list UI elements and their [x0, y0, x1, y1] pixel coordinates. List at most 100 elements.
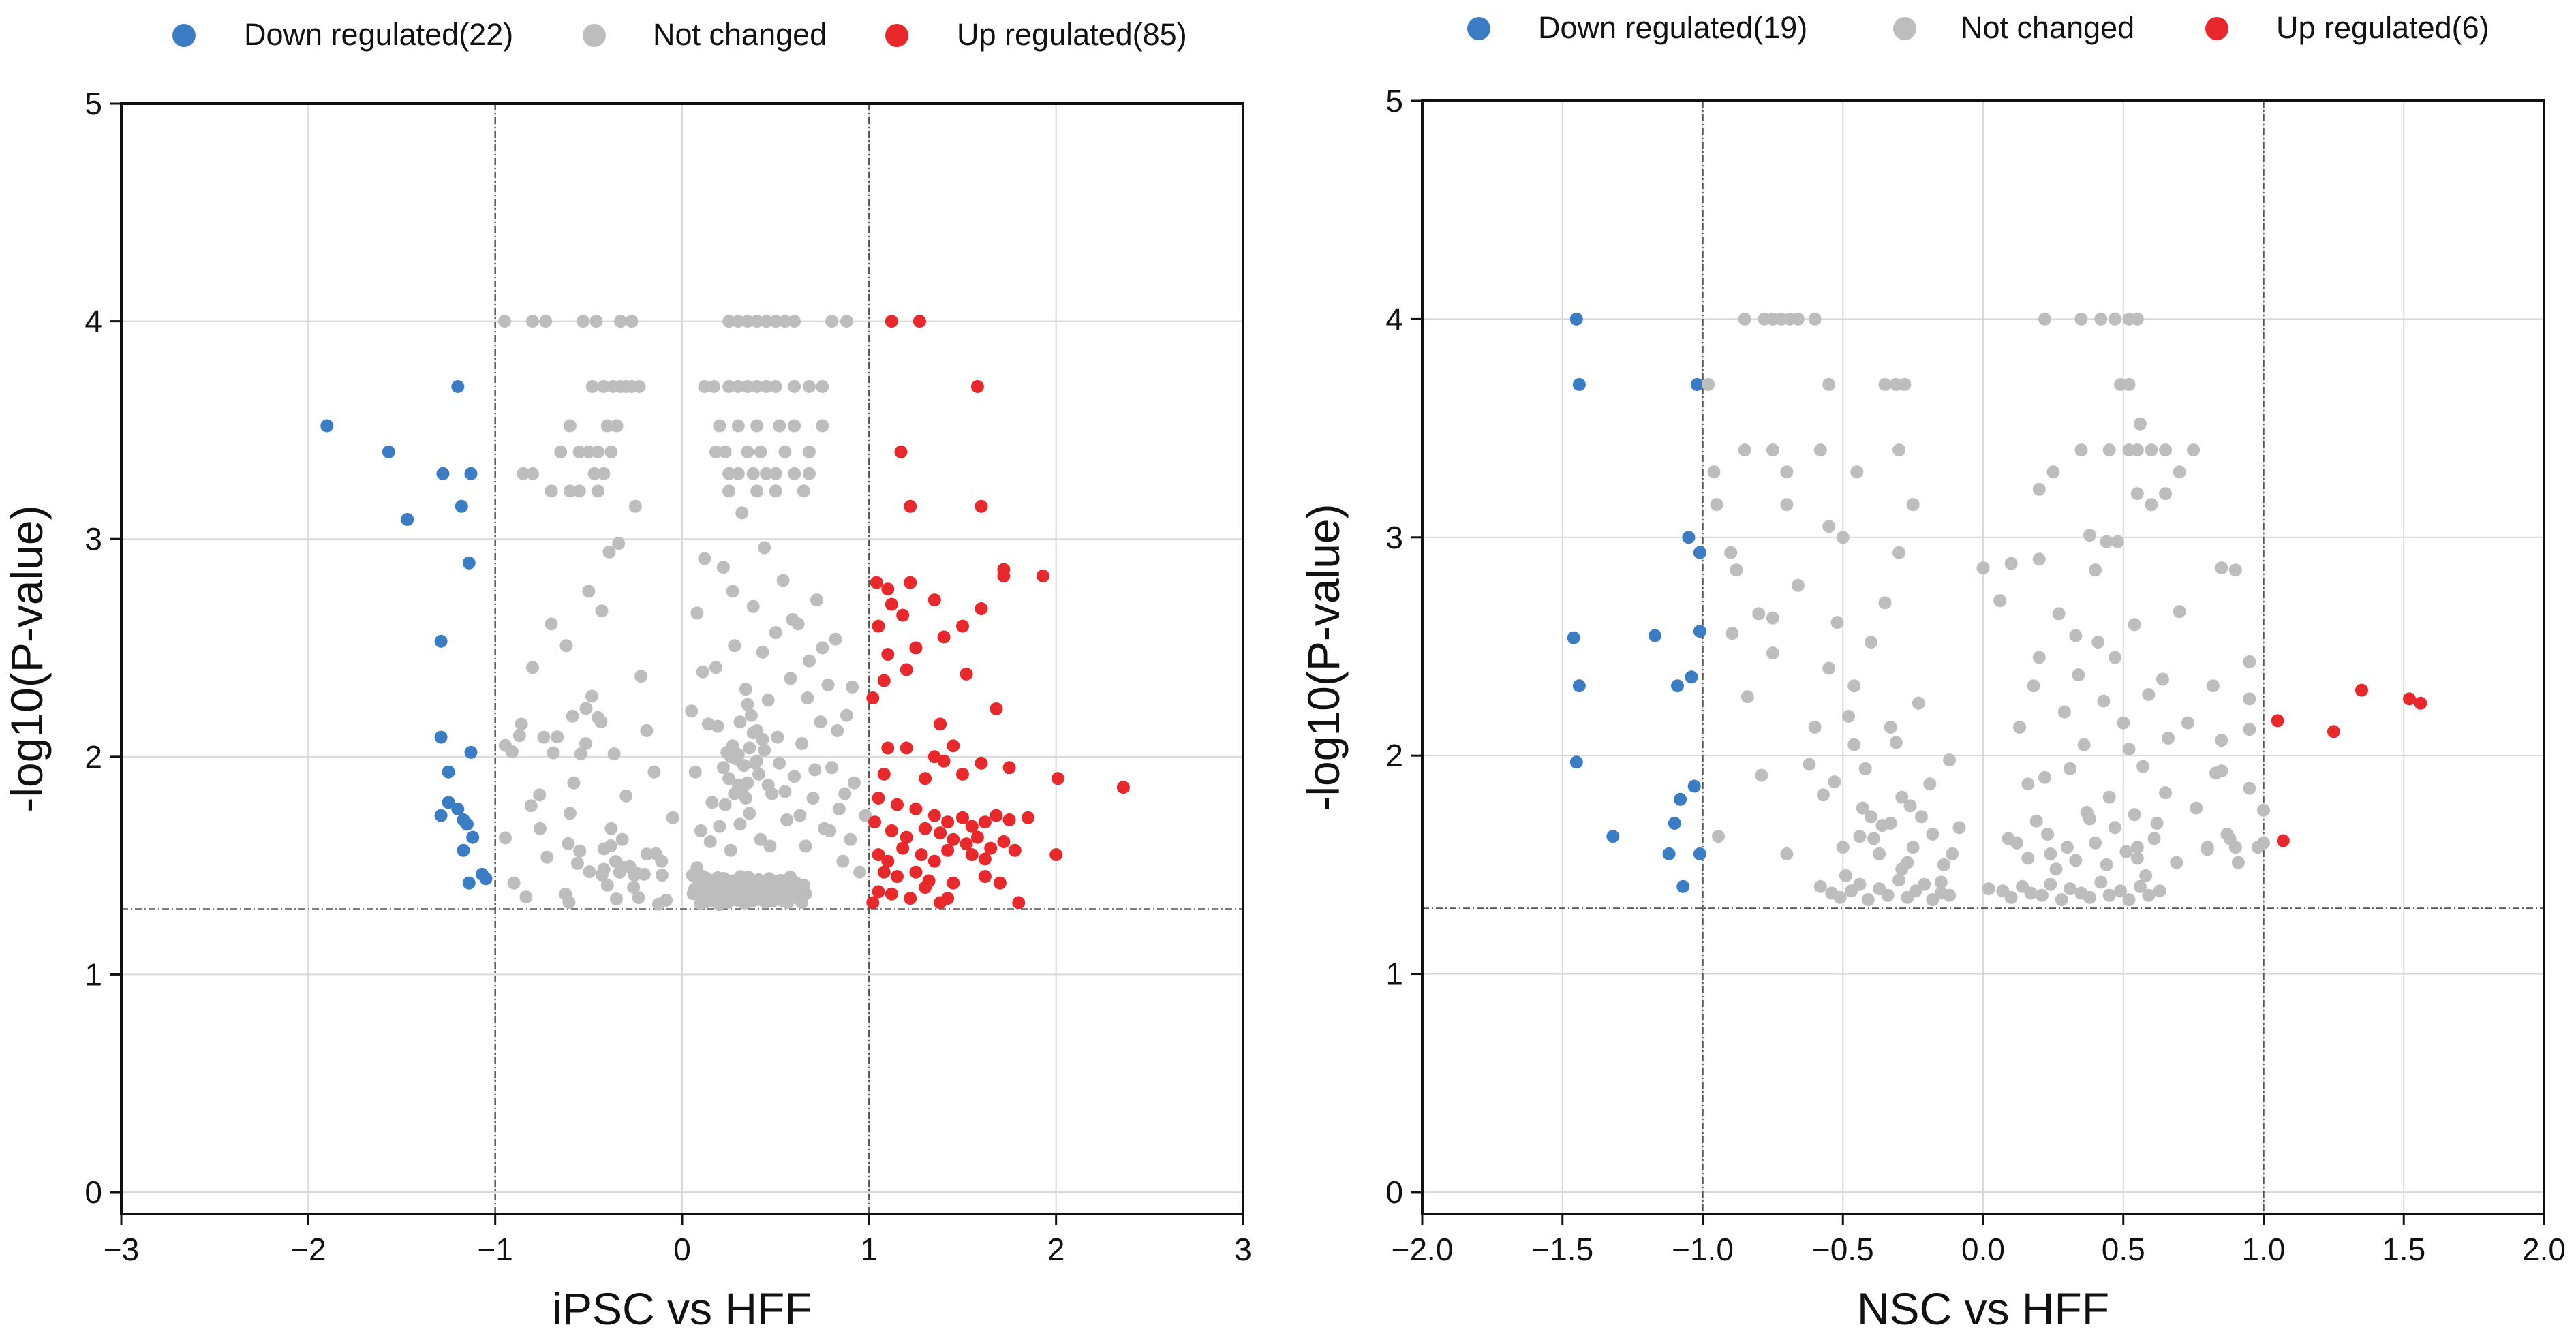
- data-point: [2083, 529, 2096, 542]
- data-point: [838, 787, 852, 800]
- data-point: [919, 772, 932, 785]
- data-point: [637, 867, 651, 881]
- data-point: [1022, 811, 1034, 824]
- data-point: [881, 854, 895, 868]
- data-point: [2074, 443, 2088, 457]
- y-tick-label: 3: [1385, 520, 1403, 555]
- data-point: [2004, 557, 2018, 570]
- data-point: [592, 445, 604, 458]
- y-tick-label: 5: [1385, 83, 1403, 119]
- data-point: [1833, 890, 1847, 904]
- data-point: [610, 419, 624, 433]
- data-point: [904, 499, 917, 513]
- data-point: [713, 419, 726, 433]
- data-point: [1606, 830, 1620, 843]
- data-point: [847, 776, 861, 790]
- data-point: [1693, 847, 1706, 860]
- x-tick-label: 2: [1047, 1232, 1065, 1267]
- data-point: [2220, 828, 2234, 841]
- data-point: [825, 315, 838, 328]
- data-point: [1906, 498, 1920, 512]
- data-point: [2133, 417, 2147, 431]
- data-point: [570, 856, 584, 870]
- data-point: [885, 597, 898, 611]
- data-point: [592, 711, 604, 724]
- volcano-plot-ipsc-vs-hff: Down regulated(22) Not changed Up regula…: [1, 17, 1252, 1334]
- data-point: [788, 380, 801, 393]
- data-point: [1008, 843, 1022, 857]
- data-point: [2108, 651, 2121, 664]
- data-point: [1878, 596, 1892, 610]
- data-point: [628, 499, 642, 513]
- data-point: [462, 876, 476, 890]
- data-point: [731, 467, 745, 480]
- data-point: [1856, 801, 1869, 815]
- data-point: [563, 484, 577, 498]
- y-tick-label: 3: [85, 521, 102, 557]
- data-point: [891, 870, 904, 884]
- data-point: [2069, 854, 2083, 867]
- data-point: [707, 380, 721, 393]
- data-point: [984, 841, 998, 855]
- data-point: [2147, 832, 2161, 845]
- data-point: [741, 380, 754, 393]
- data-point: [2153, 884, 2166, 898]
- data-point: [927, 593, 941, 607]
- data-point: [1993, 594, 2007, 608]
- data-point: [1898, 378, 1912, 391]
- data-point: [2130, 487, 2144, 501]
- data-point: [2215, 734, 2228, 747]
- data-point: [1937, 858, 1950, 871]
- data-point: [913, 315, 926, 328]
- data-point: [937, 630, 951, 644]
- data-point: [978, 815, 992, 829]
- data-point: [1662, 847, 1676, 860]
- data-point: [754, 832, 767, 846]
- data-point: [698, 552, 711, 565]
- data-point: [733, 817, 747, 831]
- data-point: [597, 467, 611, 480]
- data-point: [877, 865, 891, 879]
- data-point: [872, 885, 885, 899]
- data-point: [941, 815, 955, 829]
- data-point: [769, 467, 782, 480]
- data-point: [1116, 781, 1130, 794]
- data-point: [2201, 843, 2214, 856]
- data-point: [2142, 688, 2156, 701]
- y-tick-label: 2: [1385, 738, 1403, 773]
- data-point: [705, 796, 719, 809]
- data-point: [909, 641, 923, 655]
- data-point: [585, 380, 599, 393]
- data-point: [803, 654, 816, 668]
- data-point: [579, 702, 593, 715]
- data-point: [436, 467, 450, 480]
- data-point: [1853, 830, 1867, 843]
- data-point: [2206, 679, 2220, 693]
- axis-ticks: −3 −2 −1 0 1 2 3 0 1 2 3 4 5: [85, 86, 1251, 1267]
- data-point: [497, 315, 511, 328]
- data-point: [562, 837, 575, 850]
- data-point: [769, 315, 782, 328]
- data-point: [904, 892, 917, 905]
- data-point: [743, 807, 756, 820]
- data-point: [539, 315, 553, 328]
- data-point: [771, 730, 784, 744]
- data-point: [572, 445, 586, 458]
- data-point: [2055, 893, 2068, 907]
- data-point: [1912, 696, 1925, 710]
- data-point: [816, 641, 829, 655]
- legend-marker-up: [885, 24, 908, 47]
- data-point: [1816, 788, 1830, 802]
- data-point: [885, 824, 898, 837]
- data-point: [2187, 443, 2201, 457]
- data-point: [566, 709, 579, 723]
- data-point: [2089, 836, 2102, 850]
- data-point: [778, 315, 792, 328]
- grid-lines: [1422, 100, 2545, 1214]
- data-point: [2162, 732, 2175, 745]
- data-point: [709, 661, 722, 674]
- data-point: [2072, 668, 2085, 682]
- data-point: [947, 739, 960, 753]
- y-tick-label: 4: [85, 304, 102, 339]
- data-point: [803, 380, 816, 393]
